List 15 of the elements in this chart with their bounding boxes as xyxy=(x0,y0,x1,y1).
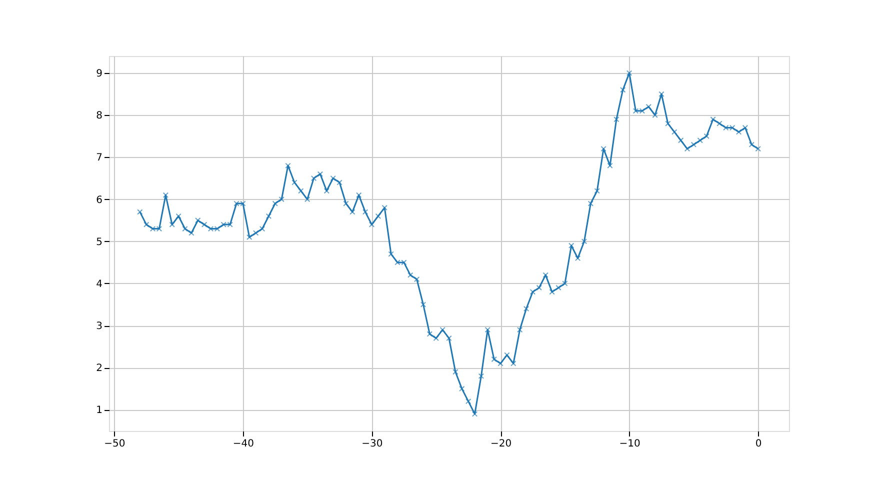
y-tick-label: 6 xyxy=(96,194,102,206)
x-tick-label: −20 xyxy=(490,438,512,450)
y-tick-label: 1 xyxy=(96,405,102,416)
y-tick-label: 5 xyxy=(96,236,102,248)
y-tick-label: 7 xyxy=(96,152,102,164)
x-tick-label: −10 xyxy=(619,438,640,450)
y-tick-label: 8 xyxy=(96,110,102,122)
y-tick-label: 9 xyxy=(96,68,102,80)
y-tick-label: 3 xyxy=(96,321,102,332)
x-tick-label: −50 xyxy=(104,438,126,450)
x-tick-label: 0 xyxy=(755,438,762,450)
x-tick-label: −30 xyxy=(362,438,383,450)
y-tick-label: 2 xyxy=(96,363,102,374)
x-tick-label: −40 xyxy=(232,438,254,450)
y-tick-label: 4 xyxy=(96,278,102,290)
